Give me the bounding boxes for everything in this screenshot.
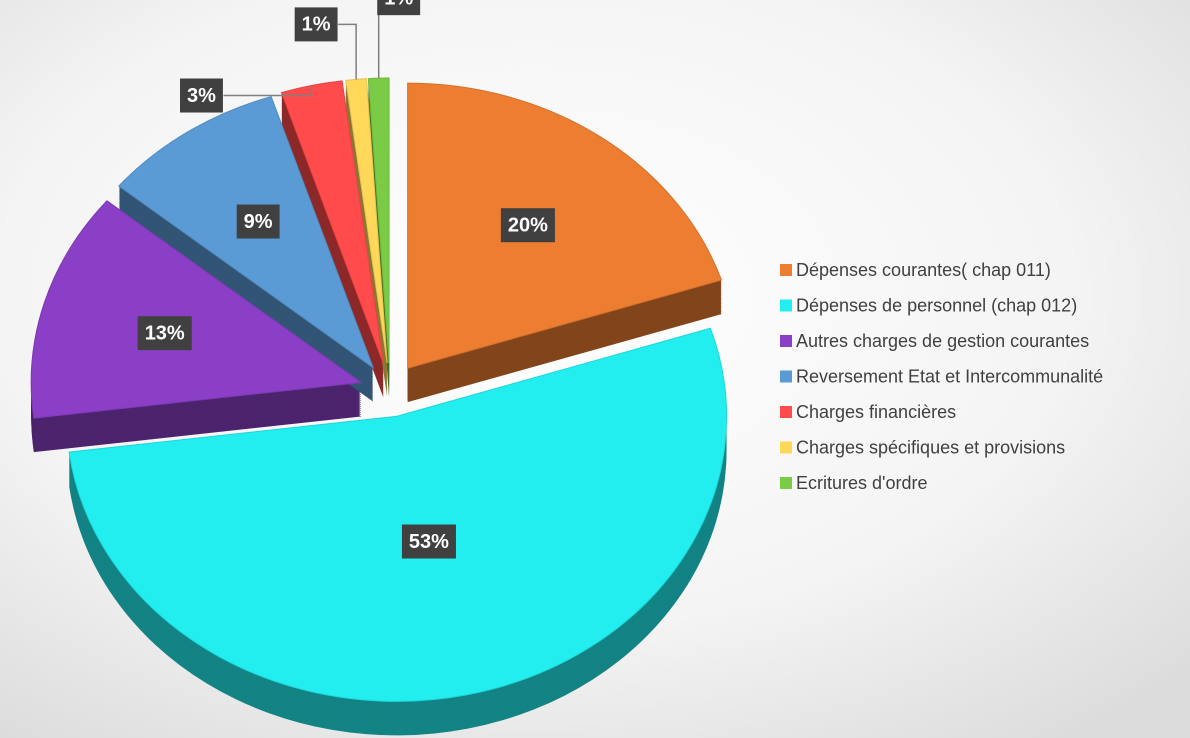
legend-label: Charges spécifiques et provisions bbox=[796, 437, 1065, 457]
legend-label: Dépenses de personnel (chap 012) bbox=[796, 295, 1077, 315]
label-box bbox=[137, 316, 192, 351]
slice-side-layer bbox=[345, 94, 388, 380]
legend-swatch bbox=[780, 299, 792, 312]
data-label: 13% bbox=[145, 322, 185, 344]
data-label: 3% bbox=[187, 85, 216, 107]
slice-side-layer bbox=[345, 88, 388, 374]
data-label: 20% bbox=[508, 214, 548, 236]
legend-label: Autres charges de gestion courantes bbox=[796, 331, 1089, 351]
leader-line bbox=[223, 85, 313, 97]
legend-label: Reversement Etat et Intercommunalité bbox=[796, 366, 1103, 386]
legend-swatch bbox=[780, 406, 792, 418]
slice-side-layer bbox=[345, 98, 388, 384]
slice bbox=[30, 200, 363, 419]
legend-swatch bbox=[780, 477, 792, 489]
label-box bbox=[500, 208, 555, 243]
slice-side-layer bbox=[345, 96, 388, 382]
legend-label: Dépenses courantes( chap 011) bbox=[796, 260, 1051, 280]
legend-swatch bbox=[780, 264, 792, 276]
label-box bbox=[236, 204, 280, 239]
leader-line bbox=[377, 0, 380, 79]
legend-swatch bbox=[780, 370, 792, 383]
legend-label: Charges financières bbox=[796, 402, 956, 422]
slice-side-layer bbox=[345, 90, 388, 376]
legend-swatch bbox=[780, 335, 792, 347]
legend-swatch bbox=[780, 441, 792, 454]
label-box bbox=[401, 524, 456, 559]
legend-label: Ecritures d'ordre bbox=[796, 473, 927, 493]
label-box bbox=[294, 7, 338, 42]
data-label: 53% bbox=[409, 531, 449, 553]
data-label: 1% bbox=[302, 14, 331, 36]
label-box bbox=[377, 0, 421, 16]
leader-line bbox=[338, 23, 357, 80]
label-box bbox=[180, 78, 223, 113]
slice bbox=[407, 82, 723, 369]
slice-side-layer bbox=[345, 100, 388, 386]
data-label: 1% bbox=[384, 0, 413, 9]
slice-side-layer bbox=[345, 92, 388, 378]
slice-side-layer bbox=[345, 86, 388, 372]
slice-side-layer bbox=[345, 84, 388, 370]
slice bbox=[68, 327, 728, 702]
data-label: 9% bbox=[244, 211, 273, 233]
